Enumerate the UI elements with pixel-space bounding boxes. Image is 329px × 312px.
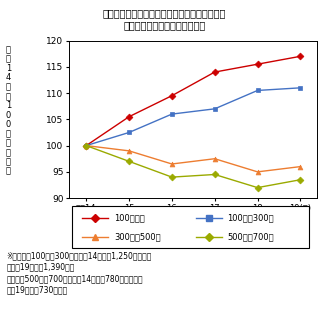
Text: 中間所得層の減少が同時に発生: 中間所得層の減少が同時に発生 (123, 20, 206, 30)
Text: ※　（年収100万～300万：平成14年＝約1,250万人、平
　　成19年＝約1,390万人
　　年収500万～700万：平成14年＝約780万人、平成
　　: ※ （年収100万～300万：平成14年＝約1,250万人、平 成19年＝約1,… (7, 251, 152, 295)
Text: 平
成
1
4
年
を
1
0
0
と
し
た
指
数: 平 成 1 4 年 を 1 0 0 と し た 指 数 (6, 45, 11, 176)
Text: 100万～300万: 100万～300万 (228, 213, 274, 222)
Text: 「いざなぎ越え」の期間、低所得者層の増加と: 「いざなぎ越え」の期間、低所得者層の増加と (103, 8, 226, 18)
Text: 300万～500万: 300万～500万 (114, 232, 161, 241)
Text: 500万～700万: 500万～700万 (228, 232, 274, 241)
Text: 100万以下: 100万以下 (114, 213, 144, 222)
